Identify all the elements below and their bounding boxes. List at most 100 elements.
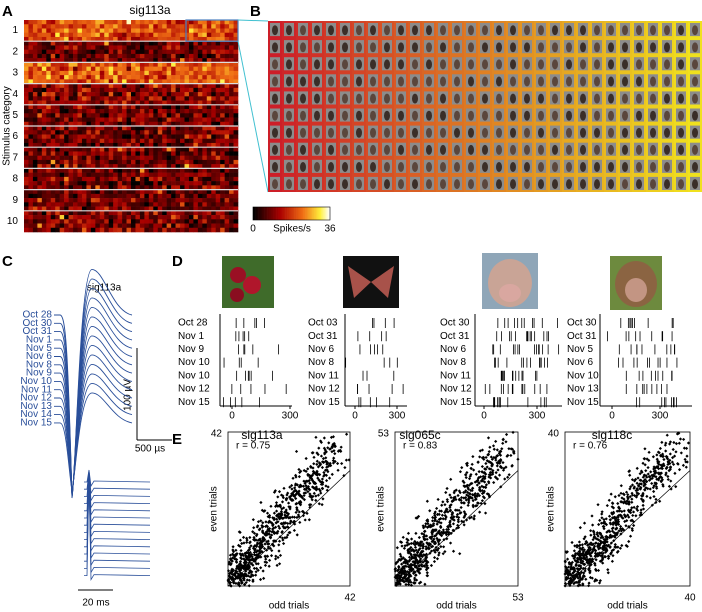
heatmap-cell [207, 109, 212, 114]
heatmap-cell [149, 109, 154, 114]
heatmap-cell [64, 105, 69, 110]
face-shape [650, 145, 656, 155]
heatmap-cell [193, 88, 198, 93]
heatmap-cell [167, 130, 172, 135]
heatmap-cell [64, 118, 69, 123]
heatmap-cell [171, 156, 176, 161]
heatmap-cell [51, 139, 56, 144]
heatmap-cell [37, 198, 42, 203]
heatmap-cell [82, 190, 87, 195]
face-shape [482, 162, 488, 172]
heatmap-cell [153, 67, 158, 72]
heatmap-cell [162, 215, 167, 220]
heatmap-cell [55, 75, 60, 80]
heatmap-cell [211, 24, 216, 29]
heatmap-cell [33, 215, 38, 220]
heatmap-cell [211, 168, 216, 173]
scatter-point [312, 456, 315, 459]
colorbar-max: 36 [324, 224, 336, 235]
face-shape [398, 162, 404, 172]
heatmap-cell [225, 28, 230, 33]
heatmap-cell [24, 168, 29, 173]
heatmap-cell [135, 71, 140, 76]
heatmap-cell [24, 118, 29, 123]
heatmap-cell [189, 33, 194, 38]
heatmap-cell [109, 177, 114, 182]
image-shape [230, 267, 246, 283]
heatmap-cell [198, 198, 203, 203]
heatmap-cell [185, 173, 190, 178]
heatmap-cell [153, 62, 158, 67]
heatmap-cell [185, 228, 190, 233]
heatmap-cell [225, 67, 230, 72]
heatmap-cell [122, 88, 127, 93]
face-shape [426, 162, 432, 172]
heatmap-cell [51, 24, 56, 29]
heatmap-cell [171, 181, 176, 186]
heatmap-cell [113, 50, 118, 55]
heatmap-cell [198, 202, 203, 207]
heatmap-cell [153, 41, 158, 46]
heatmap-cell [28, 156, 33, 161]
heatmap-cell [225, 20, 230, 25]
face-shape [580, 25, 586, 35]
heatmap-cell [207, 139, 212, 144]
heatmap-cell [189, 160, 194, 165]
heatmap-cell [64, 126, 69, 131]
face-shape [300, 179, 306, 189]
heatmap-cell [207, 202, 212, 207]
heatmap-cell [193, 224, 198, 229]
heatmap-cell [33, 219, 38, 224]
scatter-point [319, 492, 322, 495]
date-label: Nov 10 [567, 370, 599, 381]
heatmap-cell [100, 130, 105, 135]
x-tick-label: 300 [529, 411, 546, 422]
heatmap-cell [189, 88, 194, 93]
heatmap-cell [100, 224, 105, 229]
face-shape [510, 162, 516, 172]
heatmap-cell [225, 168, 230, 173]
heatmap-cell [131, 134, 136, 139]
heatmap-cell [86, 109, 91, 114]
face-shape [440, 59, 446, 69]
heatmap-cell [86, 147, 91, 152]
heatmap-cell [91, 202, 96, 207]
heatmap-cell [193, 151, 198, 156]
heatmap-cell [185, 113, 190, 118]
heatmap-cell [69, 41, 74, 46]
heatmap-cell [131, 41, 136, 46]
heatmap-cell [198, 151, 203, 156]
heatmap-cell [100, 67, 105, 72]
panel-letter: E [172, 431, 182, 448]
heatmap-cell [55, 202, 60, 207]
heatmap-cell [193, 190, 198, 195]
scatter-point [509, 454, 512, 457]
heatmap-cell [162, 45, 167, 50]
heatmap-cell [82, 45, 87, 50]
heatmap-cell [162, 151, 167, 156]
heatmap-cell [91, 134, 96, 139]
heatmap-cell [158, 33, 163, 38]
scatter-point [488, 450, 491, 453]
heatmap-cell [122, 96, 127, 101]
heatmap-cell [207, 156, 212, 161]
heatmap-cell [73, 67, 78, 72]
heatmap-cell [73, 75, 78, 80]
scatter-point [503, 477, 506, 480]
face-shape [664, 59, 670, 69]
heatmap-cell [69, 88, 74, 93]
heatmap-cell [225, 130, 230, 135]
heatmap-cell [131, 224, 136, 229]
heatmap-cell [42, 88, 47, 93]
heatmap-cell [171, 105, 176, 110]
heatmap-cell [109, 41, 114, 46]
heatmap-cell [167, 109, 172, 114]
heatmap-cell [189, 75, 194, 80]
heatmap-cell [225, 126, 230, 131]
heatmap-cell [158, 160, 163, 165]
heatmap-cell [24, 84, 29, 89]
face-shape [650, 179, 656, 189]
heatmap-cell [28, 24, 33, 29]
heatmap-cell [211, 219, 216, 224]
heatmap-cell [189, 134, 194, 139]
